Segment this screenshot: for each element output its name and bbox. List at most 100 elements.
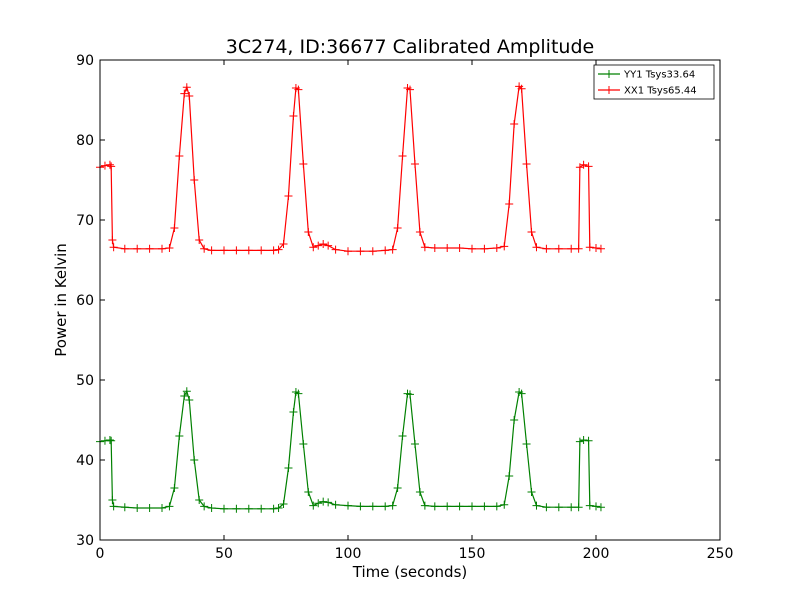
data-point xyxy=(500,242,509,251)
series-layer xyxy=(96,82,605,513)
data-point xyxy=(274,245,283,254)
data-point xyxy=(410,440,419,448)
data-point xyxy=(190,176,199,184)
data-point xyxy=(109,502,118,511)
data-point xyxy=(455,502,464,511)
data-point xyxy=(274,504,283,512)
axes-layer: 0 50 100 150 200 250 30 40 50 60 70 80 90 xyxy=(76,53,733,562)
data-point xyxy=(410,160,419,168)
data-point xyxy=(107,436,116,445)
data-point xyxy=(579,436,588,444)
data-point xyxy=(542,503,551,512)
data-point xyxy=(443,244,452,252)
data-point xyxy=(420,501,429,510)
data-point xyxy=(554,244,563,253)
data-point xyxy=(356,502,365,511)
data-point xyxy=(532,243,541,252)
data-point xyxy=(455,244,464,252)
data-point xyxy=(500,500,509,509)
data-point xyxy=(415,488,424,496)
data-point xyxy=(170,484,179,492)
data-point xyxy=(584,162,593,171)
data-point xyxy=(505,200,514,208)
data-point xyxy=(190,456,199,464)
x-tick-label: 100 xyxy=(335,546,362,562)
data-point xyxy=(331,500,340,509)
data-point xyxy=(120,503,129,512)
y-tick-label: 50 xyxy=(76,373,94,389)
data-point xyxy=(567,244,576,253)
data-point xyxy=(575,437,584,446)
data-point xyxy=(105,160,114,169)
data-point xyxy=(527,488,536,496)
data-point xyxy=(180,392,189,400)
data-point xyxy=(522,160,531,168)
legend-marker xyxy=(605,86,613,94)
data-point xyxy=(108,496,117,504)
data-point xyxy=(232,246,241,255)
data-point xyxy=(517,84,526,93)
data-point xyxy=(406,85,414,94)
data-point xyxy=(527,228,536,236)
data-point xyxy=(175,152,184,160)
data-point xyxy=(120,244,129,253)
data-point xyxy=(232,504,241,513)
y-axis-label: Power in Kelvin xyxy=(52,243,70,357)
data-point xyxy=(443,502,452,511)
y-tick-label: 30 xyxy=(76,533,94,549)
data-point xyxy=(480,502,489,511)
data-point xyxy=(133,244,142,253)
data-point xyxy=(596,503,605,512)
data-point xyxy=(532,501,541,510)
data-point xyxy=(430,244,439,252)
data-point xyxy=(182,83,191,92)
data-point xyxy=(505,472,514,480)
data-point xyxy=(344,247,352,256)
y-tick-label: 80 xyxy=(76,133,94,149)
data-point xyxy=(596,244,605,253)
chart-title: 3C274, ID:36677 Calibrated Amplitude xyxy=(226,36,594,58)
data-point xyxy=(304,228,313,236)
data-point xyxy=(165,502,174,511)
data-point xyxy=(158,244,166,253)
data-point xyxy=(319,497,328,506)
data-point xyxy=(381,502,390,511)
legend-box xyxy=(593,64,715,100)
data-point xyxy=(299,440,308,448)
data-point xyxy=(195,236,204,244)
data-point xyxy=(542,244,551,253)
data-point xyxy=(574,503,583,512)
data-point xyxy=(304,488,313,496)
data-point xyxy=(592,244,600,252)
data-point xyxy=(324,498,333,507)
series-line xyxy=(99,85,602,252)
data-point xyxy=(492,244,501,252)
data-point xyxy=(368,247,377,256)
data-point xyxy=(244,246,253,255)
data-point xyxy=(200,502,209,511)
data-point xyxy=(244,504,253,513)
x-tick-label: 0 xyxy=(96,546,105,562)
data-point xyxy=(492,502,501,511)
legend-marker xyxy=(605,70,613,78)
plot-background xyxy=(100,60,720,540)
data-point xyxy=(517,389,526,398)
data-point xyxy=(175,432,184,440)
series-line xyxy=(99,389,602,510)
data-point xyxy=(592,502,600,511)
data-point xyxy=(133,504,142,512)
data-point xyxy=(107,162,116,171)
legend-label: XX1 Tsys65.44 xyxy=(624,86,697,97)
data-point xyxy=(388,245,397,254)
legend-item-2: XX1 Tsys65.44 xyxy=(598,86,697,97)
data-point xyxy=(510,120,519,128)
data-point xyxy=(567,503,576,512)
data-point xyxy=(105,436,114,444)
data-point xyxy=(257,246,266,255)
data-point xyxy=(510,416,519,424)
data-point xyxy=(180,89,189,98)
y-tick-label: 60 xyxy=(76,293,94,309)
data-point xyxy=(420,243,429,252)
data-point xyxy=(158,504,166,512)
data-point xyxy=(257,504,266,513)
